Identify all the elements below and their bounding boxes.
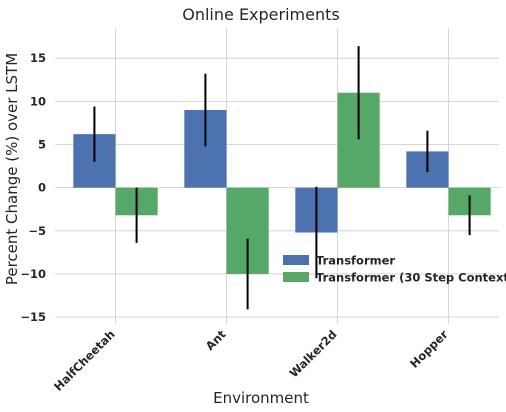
error-bars <box>93 46 471 310</box>
legend-swatch <box>283 272 309 282</box>
chart-title: Online Experiments <box>182 5 339 24</box>
x-tick-labels: HalfCheetah Ant Walker2d Hopper <box>51 327 451 394</box>
y-tick-label: 10 <box>30 94 46 108</box>
y-tick-label: −10 <box>20 267 46 281</box>
x-tick-label: HalfCheetah <box>51 327 117 393</box>
x-axis-label: Environment <box>213 389 309 407</box>
y-tick-label: 15 <box>30 51 46 65</box>
legend: Transformer Transformer (30 Step Context) <box>283 254 506 285</box>
y-axis-label: Percent Change (%) over LSTM <box>3 53 21 285</box>
x-tick-label: Hopper <box>407 327 451 371</box>
x-tick-label: Ant <box>203 327 229 353</box>
y-tick-labels: −15 −10 −5 0 5 10 15 <box>20 51 46 324</box>
bars <box>73 92 491 274</box>
legend-label: Transformer (30 Step Context) <box>316 271 506 285</box>
legend-label: Transformer <box>316 254 395 268</box>
legend-swatch <box>283 255 309 265</box>
y-tick-label: −5 <box>28 224 46 238</box>
x-tick-label: Walker2d <box>287 327 340 380</box>
y-tick-label: 0 <box>38 181 46 195</box>
y-tick-label: 5 <box>38 138 46 152</box>
y-tick-label: −15 <box>20 310 46 324</box>
